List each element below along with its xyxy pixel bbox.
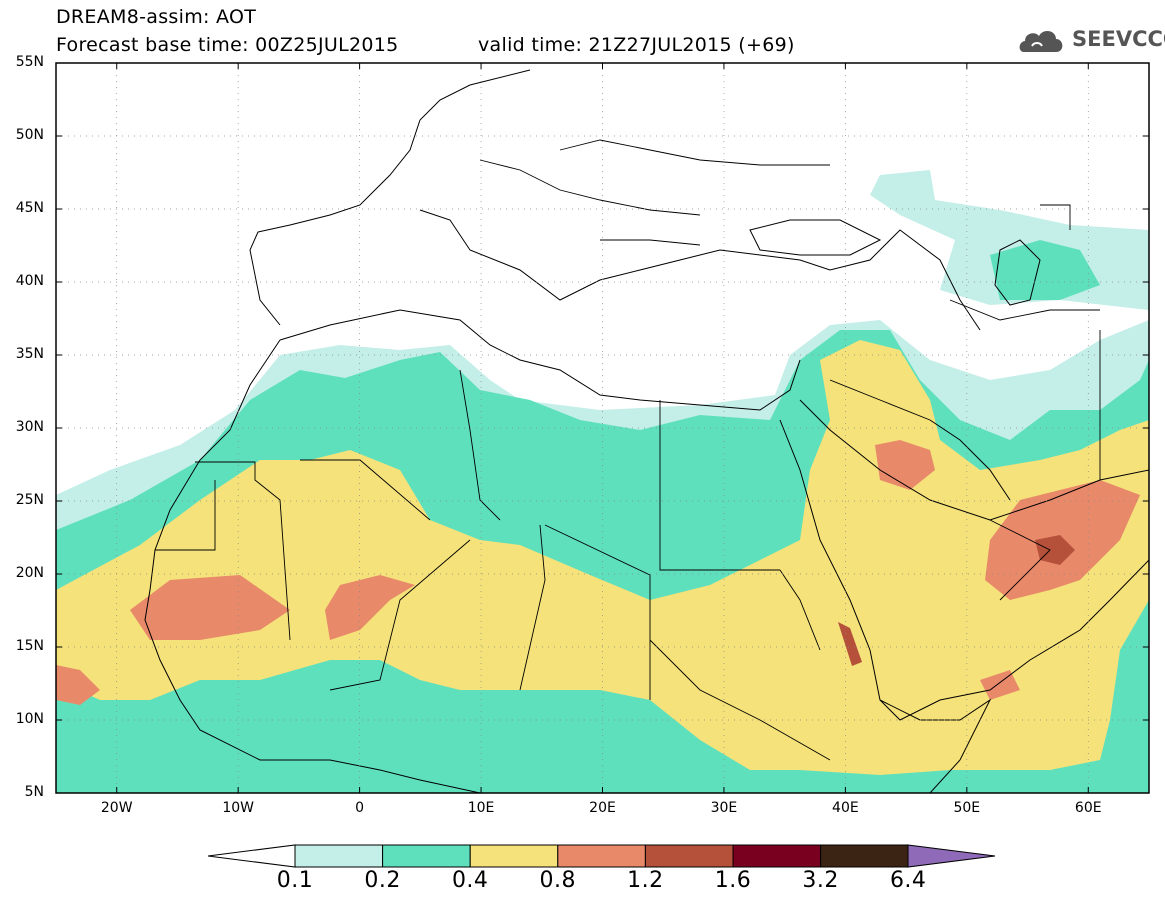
map-title: DREAM8-assim: AOT: [56, 6, 257, 28]
coastline-north-africa: [279, 309, 801, 411]
lat-label: 15N: [15, 638, 44, 654]
coastline-europe: [249, 69, 981, 331]
lat-label: 20N: [15, 565, 44, 581]
colorbar: [207, 844, 996, 868]
coastline-caspian: [994, 239, 1041, 306]
lon-label: 60E: [1074, 800, 1102, 816]
colorbar-label: 0.1: [276, 868, 314, 893]
colorbar-arrow-low: [207, 844, 296, 868]
colorbar-swatch: [294, 844, 384, 868]
colorbar-swatch: [469, 844, 559, 868]
lon-label: 30E: [710, 800, 738, 816]
aot-field-0.2: [990, 240, 1100, 300]
lon-label: 50E: [953, 800, 981, 816]
aot-field-0.8: [130, 575, 290, 640]
aot-field-0.8: [875, 440, 935, 490]
colorbar-label: 0.4: [451, 868, 489, 893]
lon-label: 20E: [589, 800, 616, 816]
colorbar-swatch: [644, 844, 734, 868]
lon-label: 20W: [100, 800, 133, 816]
coastline-black-sea: [749, 219, 882, 256]
coastline-west-africa: [144, 339, 481, 793]
aot-field-0.8: [56, 665, 100, 705]
forecast-base-time: Forecast base time: 00Z25JUL2015: [56, 34, 399, 56]
lat-label: 50N: [15, 127, 44, 143]
lat-label: 30N: [15, 419, 44, 435]
colorbar-label: 1.6: [714, 868, 752, 893]
aot-field-1.2: [1035, 535, 1075, 565]
lat-label: 5N: [24, 784, 44, 800]
cloud-logo-icon: [1019, 30, 1063, 52]
lat-label: 40N: [15, 273, 44, 289]
lat-label: 45N: [15, 200, 44, 216]
colorbar-swatch: [820, 844, 909, 868]
lon-label: 0: [355, 800, 365, 816]
colorbar-swatch: [732, 844, 822, 868]
lon-label: 10E: [467, 800, 495, 816]
aot-field-0.8: [980, 670, 1020, 700]
colorbar-label: 1.2: [627, 868, 664, 893]
colorbar-label: 0.2: [364, 868, 401, 893]
lat-label: 25N: [15, 492, 44, 508]
aot-field-1.2: [838, 622, 862, 666]
colorbar-swatch: [557, 844, 646, 868]
lon-label: 40E: [832, 800, 859, 816]
border-lines: [155, 139, 1101, 761]
colorbar-arrow-high: [907, 844, 996, 868]
colorbar-label: 3.2: [802, 868, 839, 893]
lat-label: 35N: [15, 346, 44, 362]
coastline-red-sea-arabia: [779, 399, 1149, 721]
lat-label: 10N: [15, 711, 44, 727]
lat-label: 55N: [15, 54, 44, 70]
colorbar-label: 6.4: [889, 868, 927, 893]
valid-time: valid time: 21Z27JUL2015 (+69): [478, 34, 795, 56]
aot-field-0.8: [325, 575, 415, 640]
coastline-horn-africa: [879, 698, 992, 793]
colorbar-swatch: [382, 844, 471, 868]
lon-label: 10W: [222, 800, 254, 816]
colorbar-label: 0.8: [539, 868, 577, 893]
logo-text: SEEVCCC: [1072, 27, 1165, 51]
